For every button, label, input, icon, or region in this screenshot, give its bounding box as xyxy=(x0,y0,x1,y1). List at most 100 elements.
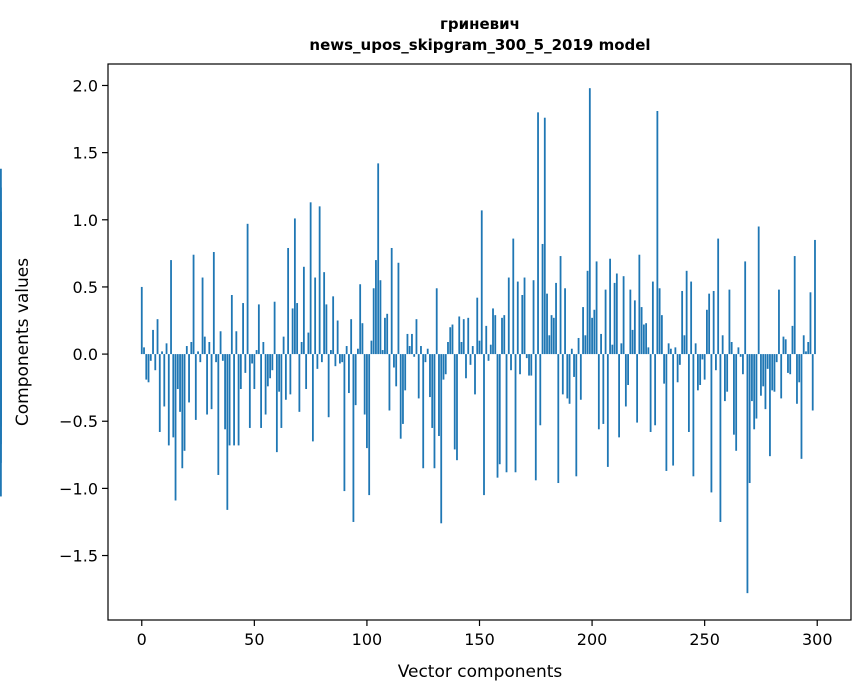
x-tick-label: 50 xyxy=(244,630,264,649)
bar-112 xyxy=(393,354,395,368)
bar-186 xyxy=(559,256,562,355)
bar-288 xyxy=(789,354,792,375)
x-tick-label: 300 xyxy=(802,630,833,649)
bar-148 xyxy=(474,354,476,395)
bar-17 xyxy=(179,354,181,412)
y-tick-label: −0.5 xyxy=(59,412,98,431)
chart-title: гриневич xyxy=(440,15,520,33)
bar-89 xyxy=(341,354,344,363)
bar-243 xyxy=(687,354,690,432)
bar-36 xyxy=(221,354,224,361)
bar-166 xyxy=(514,354,517,473)
y-tick-label: 1.0 xyxy=(73,211,98,230)
bar-285 xyxy=(782,336,785,355)
bar-113 xyxy=(395,354,398,387)
bar-229 xyxy=(656,111,659,355)
bar-200 xyxy=(591,317,593,355)
bar-54 xyxy=(262,342,265,355)
bar-234 xyxy=(667,343,670,355)
bar-117 xyxy=(404,354,407,391)
bar-83 xyxy=(327,354,330,418)
bar-35 xyxy=(219,331,222,355)
bar-250 xyxy=(703,354,706,380)
bar-276 xyxy=(762,354,765,387)
bar-33 xyxy=(215,354,217,363)
y-tick-label: 2.0 xyxy=(73,76,98,95)
bar-274 xyxy=(757,226,760,355)
bar-10 xyxy=(163,354,166,407)
bar-141 xyxy=(458,316,461,355)
bar-182 xyxy=(550,315,553,355)
bar-160 xyxy=(501,317,503,355)
bar-218 xyxy=(631,329,634,355)
bar-50 xyxy=(253,354,256,390)
bar-295 xyxy=(805,351,807,355)
bar-173 xyxy=(530,354,533,376)
bar-254 xyxy=(712,290,715,355)
bar-131 xyxy=(435,288,438,355)
bar-213 xyxy=(620,343,623,355)
x-axis-ticks: 0 50 100 150 200 250 300 xyxy=(137,620,833,649)
bar-31 xyxy=(210,354,213,410)
bar-46 xyxy=(244,354,247,373)
bar-164 xyxy=(510,354,512,371)
bar-296 xyxy=(807,342,810,355)
bar-5 xyxy=(152,329,154,355)
bar-69 xyxy=(296,303,299,355)
bar-102 xyxy=(370,340,373,355)
bar-287 xyxy=(787,354,789,373)
bar-140 xyxy=(456,354,458,461)
bar-8 xyxy=(158,354,161,432)
bar-84 xyxy=(330,350,332,355)
bar-58 xyxy=(271,354,274,371)
bar-27 xyxy=(201,277,204,355)
bar-194 xyxy=(577,337,580,355)
bar-129 xyxy=(431,354,434,428)
bar-212 xyxy=(618,354,620,438)
bar-206 xyxy=(604,289,607,355)
bar-118 xyxy=(406,333,409,355)
bar-266 xyxy=(739,354,742,357)
bar-208 xyxy=(609,258,611,355)
bar-142 xyxy=(460,342,463,355)
bar-290 xyxy=(793,256,796,355)
bar-220 xyxy=(636,354,639,423)
bar-280 xyxy=(771,354,774,391)
bar-205 xyxy=(602,354,605,424)
bar-86 xyxy=(334,354,337,367)
bar-281 xyxy=(773,354,776,392)
bar-262 xyxy=(730,342,733,355)
bar-258 xyxy=(721,335,724,355)
bar-16 xyxy=(176,354,179,390)
bar-174 xyxy=(532,280,535,355)
bar-231 xyxy=(660,315,663,355)
bar-127 xyxy=(426,348,429,355)
bar-241 xyxy=(683,335,686,355)
bar-134 xyxy=(442,354,445,380)
bar-78 xyxy=(316,354,319,369)
bar-82 xyxy=(325,304,328,355)
bar-9 xyxy=(161,351,163,355)
bar-49 xyxy=(251,354,253,364)
bar-230 xyxy=(658,288,661,355)
bar-76 xyxy=(311,354,314,442)
bar-248 xyxy=(699,354,702,385)
bar-178 xyxy=(541,243,544,355)
bar-147 xyxy=(471,346,474,355)
bar-216 xyxy=(627,354,629,385)
bar-156 xyxy=(492,308,494,355)
bar-146 xyxy=(469,354,472,365)
bar-167 xyxy=(516,281,519,355)
bar-209 xyxy=(611,344,614,355)
bar-168 xyxy=(519,354,521,375)
bar-149 xyxy=(476,297,479,355)
bar-264 xyxy=(735,354,738,451)
bar-275 xyxy=(760,354,762,396)
bar-263 xyxy=(733,354,735,435)
bar-237 xyxy=(674,347,677,355)
bar-23 xyxy=(192,254,195,355)
bar-2 xyxy=(145,354,148,380)
bar-128 xyxy=(429,354,431,398)
bar-282 xyxy=(775,354,778,363)
y-tick-label: 0.0 xyxy=(73,345,98,364)
